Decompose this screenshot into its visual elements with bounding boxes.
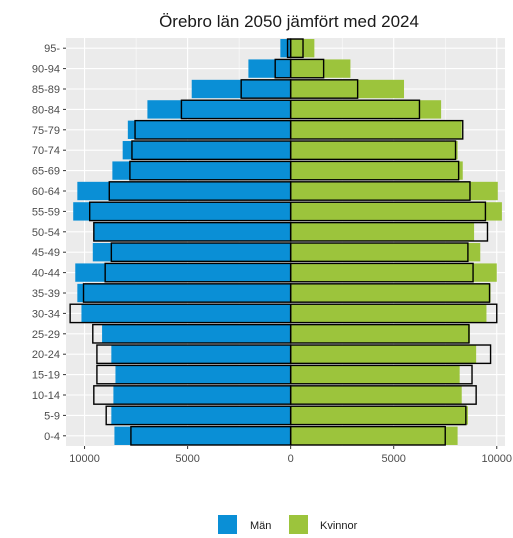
- plot-panel: [66, 38, 505, 446]
- bar-men-20-24: [111, 345, 291, 364]
- y-tick-label-70-74: 70-74: [32, 145, 60, 157]
- x-tick-label-3: 5000: [381, 453, 405, 465]
- y-tick-label-65-69: 65-69: [32, 166, 60, 178]
- outline-women-50-54: [289, 221, 489, 242]
- bar-women-30-34: [290, 304, 487, 323]
- y-tick-label-90-94: 90-94: [32, 64, 60, 76]
- x-tick-label-0: 10000: [69, 453, 100, 465]
- outline-women-40-44: [289, 262, 474, 283]
- bar-men-90-94: [248, 59, 291, 78]
- bar-women-90-94: [290, 59, 351, 78]
- y-tick-label-85-89: 85-89: [32, 84, 60, 96]
- outline-women-95-: [289, 38, 304, 59]
- outline-women-20-24: [289, 344, 492, 365]
- y-tick-label-20-24: 20-24: [32, 349, 60, 361]
- bar-men-35-39: [77, 283, 291, 303]
- x-tick-label-4: 10000: [481, 453, 512, 465]
- outline-women-80-84: [289, 99, 421, 120]
- bar-men-5-9: [111, 406, 291, 425]
- legend-swatch-women: [289, 515, 308, 534]
- outline-women-35-39: [289, 283, 491, 303]
- bar-men-95-: [280, 39, 291, 58]
- bar-men-80-84: [147, 100, 291, 119]
- y-tick-label-60-64: 60-64: [32, 186, 60, 198]
- bar-men-65-69: [112, 161, 291, 180]
- chart-title: Örebro län 2050 jämfört med 2024: [159, 12, 419, 31]
- bar-men-25-29: [102, 324, 291, 343]
- bar-women-80-84: [290, 100, 442, 119]
- y-tick-label-40-44: 40-44: [32, 268, 60, 280]
- bars: [73, 39, 502, 445]
- outline-women-25-29: [289, 323, 470, 344]
- outline-women-15-19: [289, 364, 473, 385]
- bar-women-50-54: [290, 222, 475, 241]
- y-tick-label-35-39: 35-39: [32, 288, 60, 300]
- outline-women-65-69: [289, 160, 460, 181]
- bar-women-25-29: [290, 324, 470, 343]
- bar-women-20-24: [290, 345, 477, 364]
- bar-men-75-79: [127, 120, 291, 139]
- bar-men-0-4: [114, 426, 291, 445]
- outline-bars: [69, 38, 498, 446]
- bar-women-45-49: [290, 243, 481, 262]
- bar-women-85-89: [290, 79, 405, 99]
- bar-men-10-14: [113, 385, 291, 405]
- bar-women-40-44: [290, 263, 497, 282]
- y-tick-label-5-9: 5-9: [44, 410, 60, 422]
- outline-women-45-49: [289, 242, 469, 263]
- outline-women-55-59: [289, 201, 487, 222]
- outline-women-60-64: [289, 181, 471, 201]
- outline-women-75-79: [289, 119, 464, 140]
- y-tick-label-80-84: 80-84: [32, 104, 60, 116]
- bar-women-15-19: [290, 365, 460, 384]
- y-tick-label-50-54: 50-54: [32, 227, 60, 239]
- bar-women-10-14: [290, 385, 462, 405]
- outline-women-30-34: [289, 303, 498, 324]
- bar-men-55-59: [73, 202, 291, 221]
- bar-women-60-64: [290, 181, 498, 201]
- bar-men-45-49: [92, 243, 291, 262]
- bar-men-50-54: [93, 222, 291, 241]
- outline-women-0-4: [289, 425, 446, 446]
- legend-label-men: Män: [250, 520, 271, 532]
- x-axis: 10000 5000 0 5000 10000: [69, 446, 512, 465]
- bar-men-15-19: [115, 365, 291, 384]
- x-tick-label-2: 0: [288, 453, 294, 465]
- bar-women-75-79: [290, 120, 462, 139]
- x-tick-label-1: 5000: [175, 453, 199, 465]
- bar-women-35-39: [290, 283, 491, 303]
- y-axis: 95- 90-94 85-89 80-84 75-79 70-74 65-69 60-64 55…: [32, 43, 66, 443]
- outline-women-10-14: [289, 385, 477, 405]
- y-tick-label-45-49: 45-49: [32, 247, 60, 259]
- y-tick-label-30-34: 30-34: [32, 308, 60, 320]
- y-tick-label-25-29: 25-29: [32, 329, 60, 341]
- bar-men-30-34: [81, 304, 291, 323]
- bar-men-60-64: [77, 181, 291, 201]
- bar-women-5-9: [290, 406, 468, 425]
- bar-women-55-59: [290, 202, 502, 221]
- bar-women-65-69: [290, 161, 463, 180]
- outline-women-85-89: [289, 79, 359, 99]
- bar-women-0-4: [290, 426, 458, 445]
- outline-women-70-74: [289, 140, 457, 161]
- y-tick-label-55-59: 55-59: [32, 206, 60, 218]
- y-tick-label-75-79: 75-79: [32, 125, 60, 137]
- bar-men-40-44: [75, 263, 291, 282]
- y-tick-label-15-19: 15-19: [32, 370, 60, 382]
- outline-women-5-9: [289, 405, 467, 426]
- y-tick-label-10-14: 10-14: [32, 390, 60, 402]
- legend: Män Kvinnor: [218, 515, 358, 534]
- bar-women-70-74: [290, 141, 458, 160]
- outline-women-90-94: [289, 58, 325, 79]
- y-tick-label-0-4: 0-4: [44, 431, 60, 443]
- bar-men-70-74: [122, 141, 291, 160]
- legend-swatch-men: [218, 515, 237, 534]
- legend-label-women: Kvinnor: [320, 520, 358, 532]
- y-tick-label-95-: 95-: [44, 43, 60, 55]
